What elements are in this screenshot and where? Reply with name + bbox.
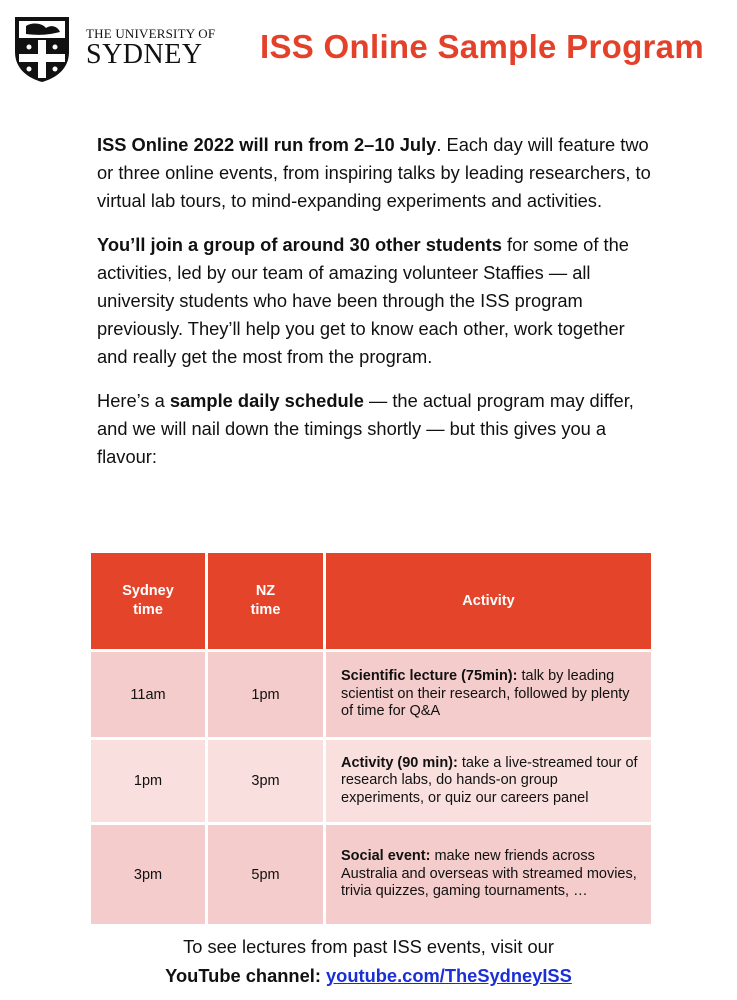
table-row: 3pm 5pm Social event: make new friends a… bbox=[91, 825, 651, 924]
logo-line1: THE UNIVERSITY OF bbox=[86, 26, 216, 41]
youtube-link[interactable]: youtube.com/TheSydneyISS bbox=[325, 965, 572, 986]
activity: Scientific lecture (75min): talk by lead… bbox=[326, 652, 651, 737]
activity-desc: make new friends across Australia and ov… bbox=[341, 848, 637, 900]
p3-text: — the actual program may differ, and we … bbox=[97, 390, 634, 467]
page-title: ISS Online Sample Program bbox=[260, 28, 704, 65]
header-nz-time: NZ time bbox=[208, 553, 323, 649]
youtube-label: YouTube channel: bbox=[165, 965, 326, 986]
activity-title: Social event: bbox=[341, 848, 431, 865]
activity-desc: talk by leading scientist on their resea… bbox=[341, 668, 630, 720]
p2-bold: You’ll join a group of around 30 other s… bbox=[97, 234, 502, 255]
footer: To see lectures from past ISS events, vi… bbox=[0, 932, 737, 990]
table-row: 1pm 3pm Activity (90 min): take a live-s… bbox=[91, 740, 651, 822]
paragraph-3: Here’s a sample daily schedule — the act… bbox=[97, 387, 657, 471]
p3-bold: sample daily schedule bbox=[169, 390, 364, 411]
sydney-time: 11am bbox=[91, 652, 205, 737]
header-sydney-time: Sydney time bbox=[91, 553, 205, 649]
table-header-row: Sydney time NZ time Activity bbox=[91, 553, 651, 649]
footer-line2: YouTube channel: youtube.com/TheSydneyIS… bbox=[0, 961, 737, 990]
p1-text: . Each day will feature two or three onl… bbox=[97, 134, 651, 211]
p3-pre: Here’s a bbox=[97, 390, 170, 411]
header-activity: Activity bbox=[326, 553, 651, 649]
sydney-time: 3pm bbox=[91, 825, 205, 924]
p2-text: for some of the activities, led by our t… bbox=[97, 234, 629, 367]
activity-title: Scientific lecture (75min): bbox=[341, 668, 518, 685]
activity: Activity (90 min): take a live-streamed … bbox=[326, 740, 651, 822]
university-crest-logo bbox=[15, 17, 69, 82]
footer-line1: To see lectures from past ISS events, vi… bbox=[183, 936, 554, 957]
university-wordmark: THE UNIVERSITY OF SYDNEY bbox=[86, 26, 216, 70]
nz-time: 3pm bbox=[208, 740, 323, 822]
p1-bold: ISS Online 2022 will run from 2–10 July bbox=[97, 134, 437, 155]
nz-time: 1pm bbox=[208, 652, 323, 737]
paragraph-2: You’ll join a group of around 30 other s… bbox=[97, 231, 657, 371]
table-row: 11am 1pm Scientific lecture (75min): tal… bbox=[91, 652, 651, 737]
activity: Social event: make new friends across Au… bbox=[326, 825, 651, 924]
sydney-time: 1pm bbox=[91, 740, 205, 822]
activity-desc: take a live-streamed tour of research la… bbox=[341, 754, 638, 806]
activity-title: Activity (90 min): bbox=[341, 754, 458, 771]
logo-line2: SYDNEY bbox=[86, 39, 203, 70]
nz-time: 5pm bbox=[208, 825, 323, 924]
paragraph-1: ISS Online 2022 will run from 2–10 July.… bbox=[97, 131, 657, 215]
schedule-table: Sydney time NZ time Activity 11am 1pm Sc… bbox=[88, 550, 654, 927]
intro-text: ISS Online 2022 will run from 2–10 July.… bbox=[97, 131, 657, 487]
